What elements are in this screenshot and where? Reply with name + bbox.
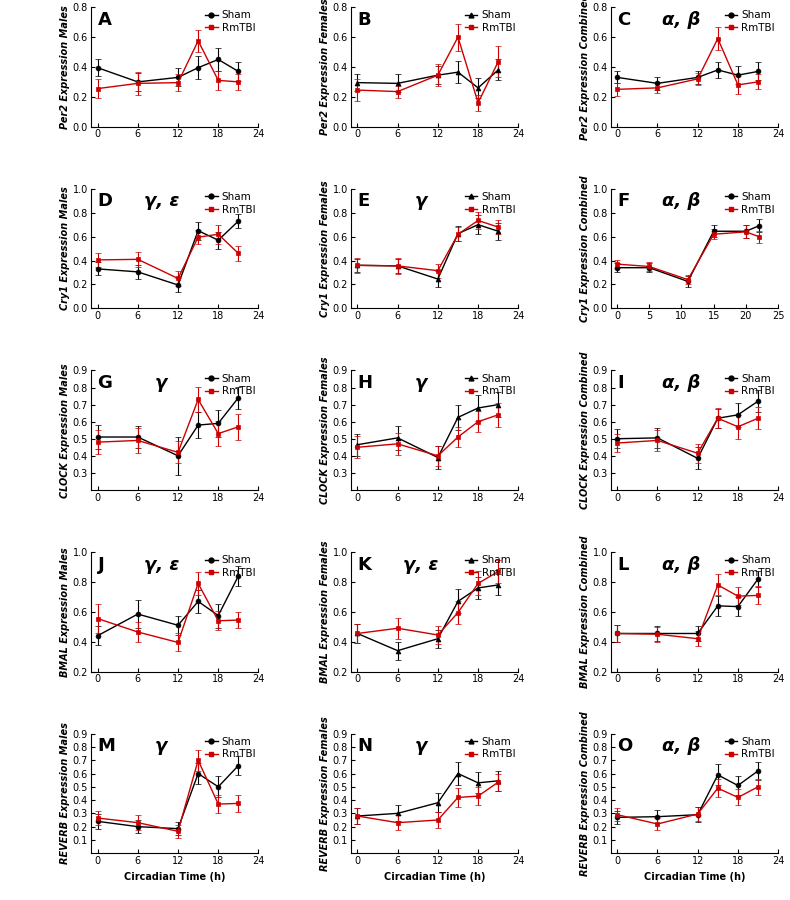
- Text: γ, ε: γ, ε: [144, 193, 179, 211]
- Legend: Sham, RmTBI: Sham, RmTBI: [464, 373, 516, 397]
- Legend: Sham, RmTBI: Sham, RmTBI: [724, 736, 776, 760]
- Legend: Sham, RmTBI: Sham, RmTBI: [464, 9, 516, 34]
- Legend: Sham, RmTBI: Sham, RmTBI: [724, 191, 776, 216]
- X-axis label: Circadian Time (h): Circadian Time (h): [124, 871, 225, 881]
- Y-axis label: CLOCK Expression Females: CLOCK Expression Females: [320, 356, 329, 504]
- Y-axis label: REVERB Expression Combined: REVERB Expression Combined: [580, 711, 589, 876]
- Y-axis label: Cry1 Expression Males: Cry1 Expression Males: [60, 186, 70, 310]
- Text: H: H: [357, 374, 372, 392]
- Y-axis label: Per2 Expression Males: Per2 Expression Males: [60, 5, 70, 129]
- Text: C: C: [617, 11, 630, 29]
- Y-axis label: Cry1 Expression Females: Cry1 Expression Females: [320, 180, 329, 317]
- Text: α, β: α, β: [662, 555, 700, 573]
- Text: γ: γ: [415, 193, 427, 211]
- Legend: Sham, RmTBI: Sham, RmTBI: [464, 191, 516, 216]
- Text: D: D: [97, 193, 112, 211]
- Text: B: B: [357, 11, 371, 29]
- Text: E: E: [357, 193, 370, 211]
- Y-axis label: Per2 Expression Combined: Per2 Expression Combined: [580, 0, 589, 140]
- Text: γ: γ: [415, 737, 427, 755]
- Text: J: J: [97, 555, 104, 573]
- Text: F: F: [617, 193, 630, 211]
- Y-axis label: Per2 Expression Females: Per2 Expression Females: [320, 0, 329, 135]
- Y-axis label: BMAL Expression Males: BMAL Expression Males: [60, 547, 70, 677]
- Text: γ: γ: [415, 374, 427, 392]
- Text: A: A: [97, 11, 111, 29]
- Text: γ: γ: [155, 737, 167, 755]
- Legend: Sham, RmTBI: Sham, RmTBI: [724, 554, 776, 579]
- Legend: Sham, RmTBI: Sham, RmTBI: [464, 554, 516, 579]
- Text: L: L: [617, 555, 629, 573]
- Legend: Sham, RmTBI: Sham, RmTBI: [204, 373, 257, 397]
- Text: γ, ε: γ, ε: [144, 555, 179, 573]
- Y-axis label: Cry1 Expression Combined: Cry1 Expression Combined: [580, 176, 589, 322]
- Legend: Sham, RmTBI: Sham, RmTBI: [204, 9, 257, 34]
- Text: α, β: α, β: [662, 193, 700, 211]
- Y-axis label: BMAL Expression Combined: BMAL Expression Combined: [580, 536, 589, 688]
- Y-axis label: REVERB Expression Males: REVERB Expression Males: [60, 723, 70, 864]
- Y-axis label: BMAL Expression Females: BMAL Expression Females: [320, 541, 329, 683]
- Y-axis label: CLOCK Expression Combined: CLOCK Expression Combined: [580, 351, 589, 508]
- Text: α, β: α, β: [662, 737, 700, 755]
- Legend: Sham, RmTBI: Sham, RmTBI: [204, 736, 257, 760]
- Text: I: I: [617, 374, 624, 392]
- X-axis label: Circadian Time (h): Circadian Time (h): [644, 871, 745, 881]
- Legend: Sham, RmTBI: Sham, RmTBI: [204, 191, 257, 216]
- Legend: Sham, RmTBI: Sham, RmTBI: [464, 736, 516, 760]
- Text: γ: γ: [155, 374, 167, 392]
- Text: α, β: α, β: [662, 11, 700, 29]
- Legend: Sham, RmTBI: Sham, RmTBI: [724, 373, 776, 397]
- Legend: Sham, RmTBI: Sham, RmTBI: [204, 554, 257, 579]
- Text: K: K: [357, 555, 371, 573]
- Text: M: M: [97, 737, 115, 755]
- Text: O: O: [617, 737, 633, 755]
- Y-axis label: REVERB Expression Females: REVERB Expression Females: [320, 716, 329, 871]
- X-axis label: Circadian Time (h): Circadian Time (h): [384, 871, 485, 881]
- Y-axis label: CLOCK Expression Males: CLOCK Expression Males: [60, 363, 70, 498]
- Text: N: N: [357, 737, 372, 755]
- Text: γ, ε: γ, ε: [404, 555, 438, 573]
- Legend: Sham, RmTBI: Sham, RmTBI: [724, 9, 776, 34]
- Text: α, β: α, β: [662, 374, 700, 392]
- Text: G: G: [97, 374, 112, 392]
